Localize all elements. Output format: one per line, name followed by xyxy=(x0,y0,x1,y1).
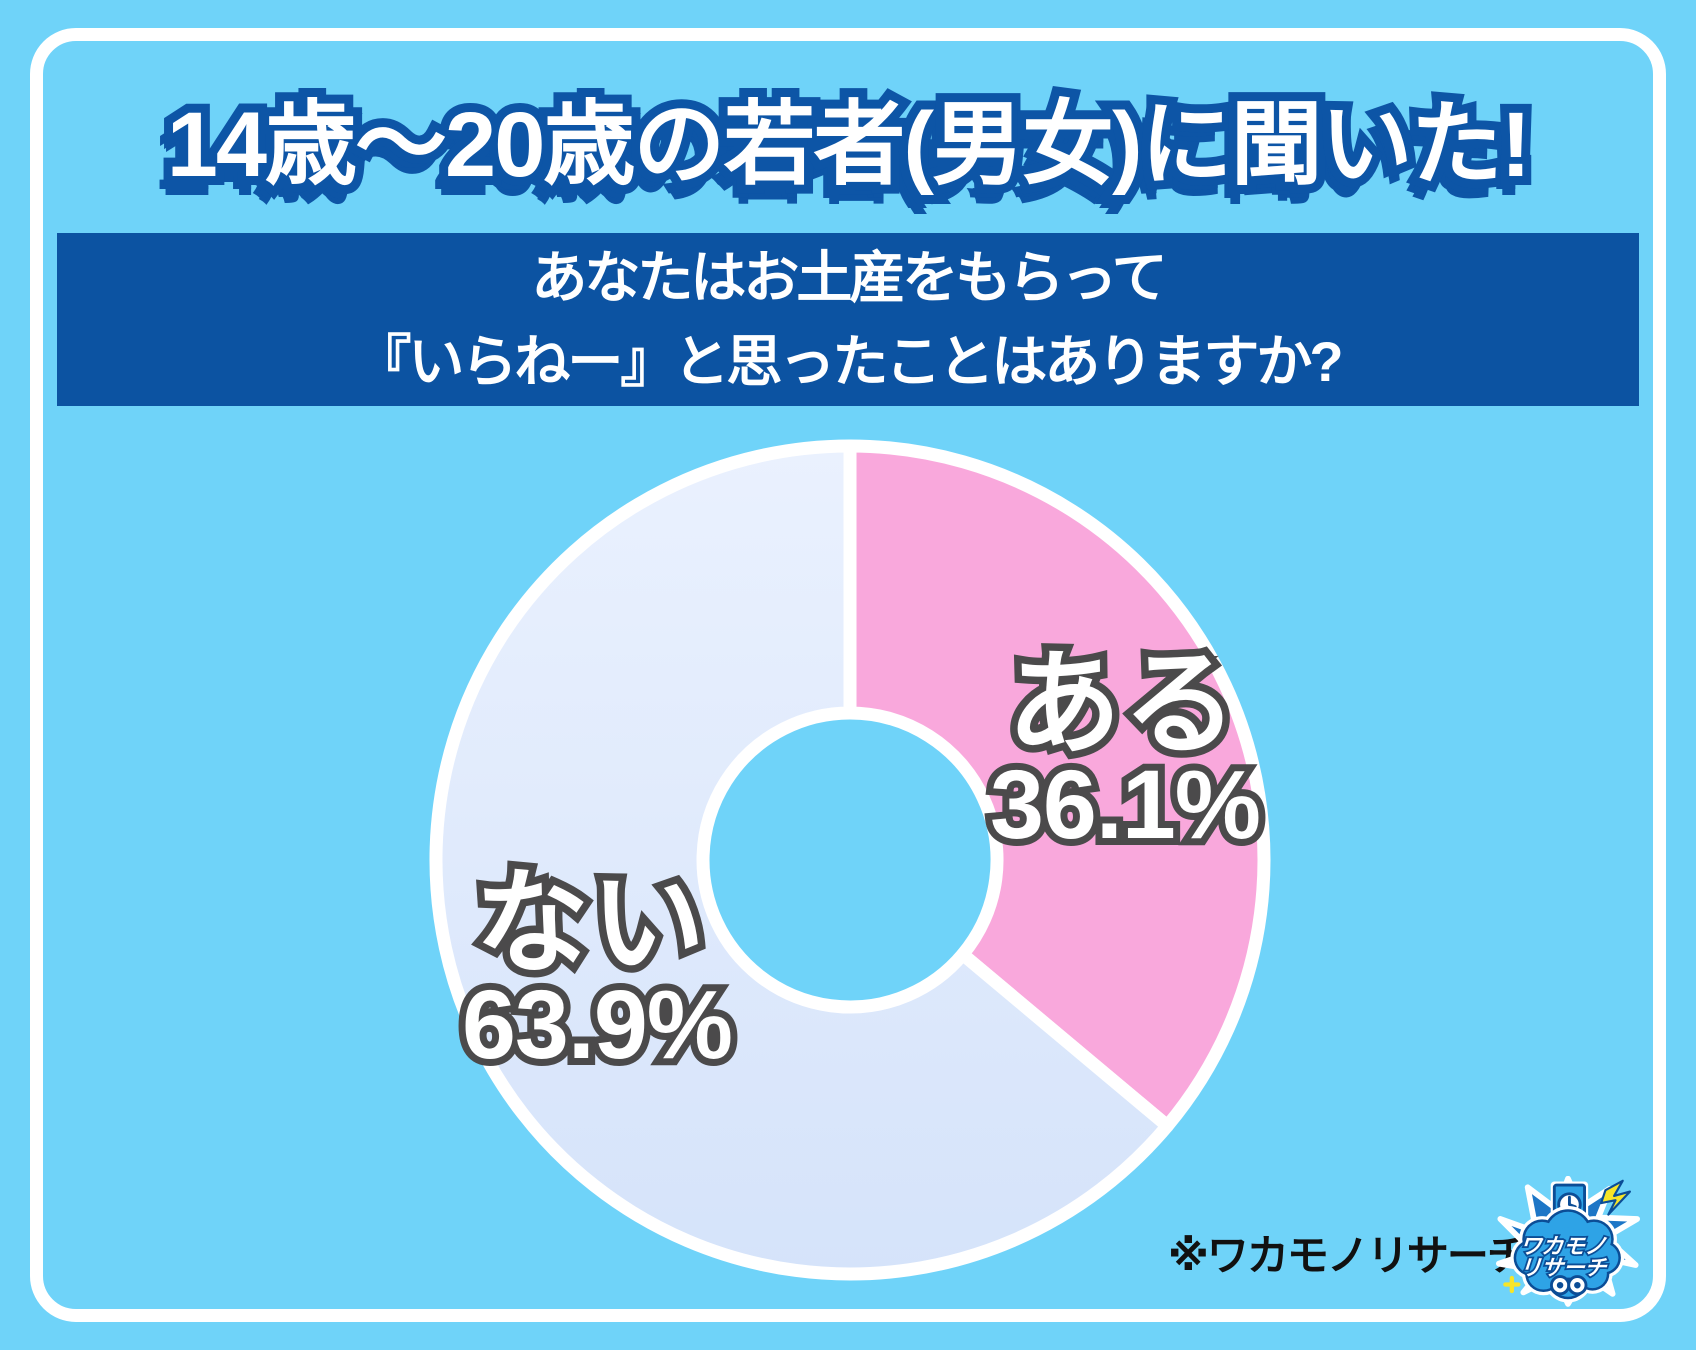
binoculars-icon xyxy=(1550,1275,1588,1296)
lightning-icon xyxy=(1600,1179,1631,1216)
wakamono-research-logo: ワカモノ リサーチ xyxy=(1496,1176,1640,1307)
logo-cloud xyxy=(1510,1206,1625,1303)
question-banner: あなたはお土産をもらって 『いらねー』と思ったことはありますか? xyxy=(57,233,1639,406)
logo-text-line1: ワカモノ xyxy=(1519,1234,1607,1259)
page-title: 14歳～20歳の若者(男女)に聞いた! xyxy=(0,64,1696,209)
slice-label-nai: ない xyxy=(475,831,707,996)
slice-value-nai: 63.9% xyxy=(462,969,733,1081)
logo-cloud-bump xyxy=(1539,1227,1597,1286)
slice-value-aru: 36.1% xyxy=(990,749,1261,861)
question-line-1: あなたはお土産をもらって xyxy=(531,245,1167,309)
sparkle-icon xyxy=(1503,1275,1521,1294)
page-title-text: 14歳～20歳の若者(男女)に聞いた! xyxy=(167,70,1532,203)
question-line-2: 『いらねー』と思ったことはありますか? xyxy=(355,329,1343,393)
